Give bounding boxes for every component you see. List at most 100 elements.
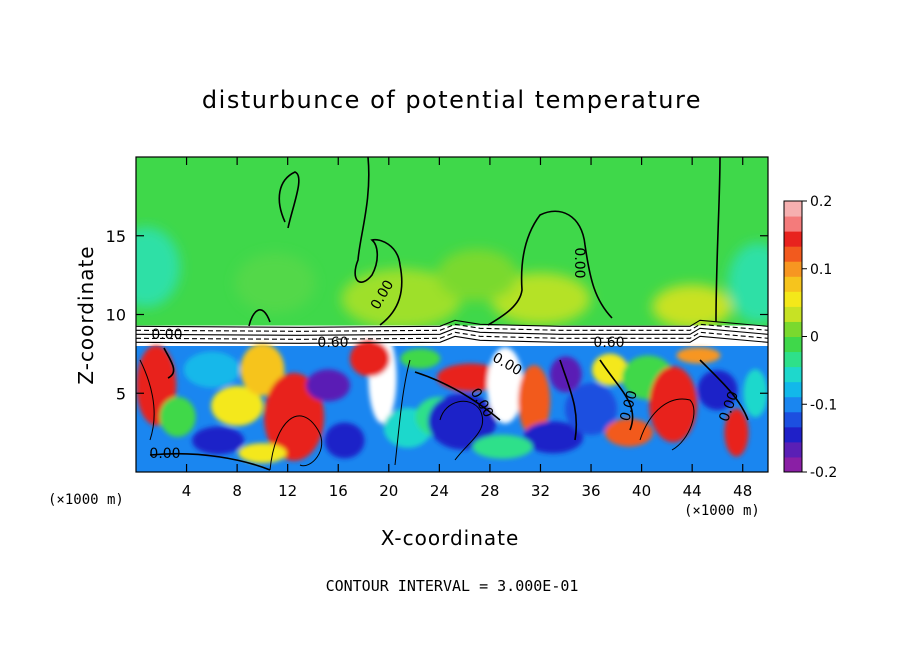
shading-blob bbox=[235, 253, 316, 313]
inversion-contour bbox=[136, 319, 768, 328]
eddy bbox=[676, 347, 721, 364]
eddy bbox=[238, 443, 287, 464]
contour-line bbox=[149, 452, 271, 471]
eddy bbox=[724, 408, 749, 457]
colorbar-swatch bbox=[784, 336, 802, 353]
colorbar-swatch bbox=[784, 456, 802, 473]
chart-title: disturbunce of potential temperature bbox=[201, 86, 703, 114]
y-axis: 5 10 15 bbox=[106, 227, 768, 403]
colorbar-swatch bbox=[784, 216, 802, 232]
x-tick-label: 8 bbox=[232, 482, 242, 500]
colorbar-tick-label: 0.1 bbox=[810, 262, 832, 278]
colorbar-swatch bbox=[784, 231, 802, 247]
colorbar-swatch bbox=[784, 351, 802, 368]
contour-label: 0.00 bbox=[571, 247, 587, 278]
contour-line bbox=[599, 359, 634, 431]
x-tick-label: 36 bbox=[581, 482, 600, 500]
colorbar-tick-label: 0.2 bbox=[810, 194, 832, 210]
contour-line bbox=[559, 359, 578, 441]
colorbar-swatch bbox=[784, 261, 802, 277]
x-tick-label: 24 bbox=[430, 482, 449, 500]
upper-layer-shading bbox=[136, 227, 768, 329]
shading-blob bbox=[490, 272, 591, 325]
colorbar-swatch bbox=[784, 381, 802, 398]
colorbar-tick-label: 0 bbox=[810, 330, 819, 346]
contour-label: 0.00 bbox=[617, 389, 641, 423]
contour-line bbox=[699, 359, 749, 421]
x-tick-label: 16 bbox=[329, 482, 348, 500]
eddy bbox=[428, 393, 497, 450]
eddy bbox=[324, 422, 365, 459]
colorbar-swatch bbox=[784, 246, 802, 262]
eddy bbox=[472, 434, 533, 459]
eddy bbox=[183, 351, 240, 388]
eddy bbox=[192, 426, 245, 455]
colorbar-swatch bbox=[784, 441, 802, 458]
x-tick-label: 28 bbox=[480, 482, 499, 500]
colorbar-swatch bbox=[784, 411, 802, 428]
potential-temperature-field bbox=[136, 157, 768, 472]
x-tick-label: 4 bbox=[182, 482, 192, 500]
contour-line bbox=[354, 157, 403, 326]
contour-line-thin bbox=[139, 359, 155, 441]
y-axis-title: Z-coordinate bbox=[74, 245, 98, 385]
y-tick-label: 10 bbox=[106, 306, 126, 325]
contour-line-thin bbox=[439, 400, 484, 461]
colorbar-swatch bbox=[784, 276, 802, 292]
x-axis-title: X-coordinate bbox=[380, 526, 520, 550]
colorbar-tick-label: -0.2 bbox=[810, 465, 837, 481]
inversion-contour bbox=[136, 335, 768, 344]
x-tick-label: 32 bbox=[531, 482, 550, 500]
colorbar: 0.2 0.1 0 -0.1 -0.2 bbox=[783, 194, 837, 481]
contour-line-thin bbox=[394, 359, 411, 466]
colorbar-swatch bbox=[784, 306, 802, 322]
x-tick-label: 44 bbox=[683, 482, 702, 500]
contour-label: 0.60 bbox=[317, 335, 348, 351]
x-tick-label: 40 bbox=[632, 482, 651, 500]
colorbar-swatch bbox=[784, 426, 802, 443]
eddy bbox=[240, 343, 285, 396]
eddy bbox=[211, 385, 264, 426]
contour-line-thin bbox=[639, 398, 695, 451]
shading-blob bbox=[727, 243, 768, 323]
eddy bbox=[159, 396, 196, 437]
eddy bbox=[743, 369, 768, 418]
contour-label: 0.00 bbox=[149, 446, 180, 462]
colorbar-swatch bbox=[784, 291, 802, 307]
x-unit-left: (×1000 m) bbox=[48, 492, 124, 508]
x-axis: 4 8 12 16 20 24 28 32 36 40 44 48 bbox=[182, 157, 752, 500]
eddy bbox=[565, 383, 618, 435]
inversion-contour bbox=[136, 327, 768, 336]
inversion-contour bbox=[136, 331, 768, 340]
contour-line bbox=[487, 210, 613, 326]
contour-line bbox=[163, 347, 175, 379]
eddy bbox=[487, 347, 524, 424]
contour-label: 0.60 bbox=[593, 335, 624, 351]
eddy bbox=[604, 418, 653, 447]
contour-line bbox=[715, 157, 721, 323]
contour-line bbox=[414, 371, 501, 421]
contour-label: 0.00 bbox=[151, 327, 182, 343]
inversion-contour bbox=[136, 323, 768, 332]
contour-line-thin bbox=[269, 415, 323, 471]
x-tick-label: 48 bbox=[733, 482, 752, 500]
colorbar-swatch bbox=[784, 201, 802, 217]
contour-line bbox=[278, 171, 300, 229]
colorbar-swatch bbox=[784, 321, 802, 337]
eddy bbox=[523, 421, 584, 454]
lower-layer-eddies bbox=[136, 331, 768, 464]
x-tick-label: 20 bbox=[379, 482, 398, 500]
eddy bbox=[400, 348, 441, 369]
contour-lines bbox=[136, 157, 768, 471]
colorbar-swatch bbox=[784, 396, 802, 413]
shading-blob bbox=[341, 268, 462, 329]
contour-line bbox=[248, 309, 271, 327]
eddy bbox=[306, 369, 351, 402]
eddy bbox=[518, 365, 551, 438]
x-tick-label: 12 bbox=[278, 482, 297, 500]
shading-blob bbox=[136, 227, 181, 308]
y-tick-label: 5 bbox=[116, 384, 126, 403]
shading-blob bbox=[437, 249, 518, 302]
